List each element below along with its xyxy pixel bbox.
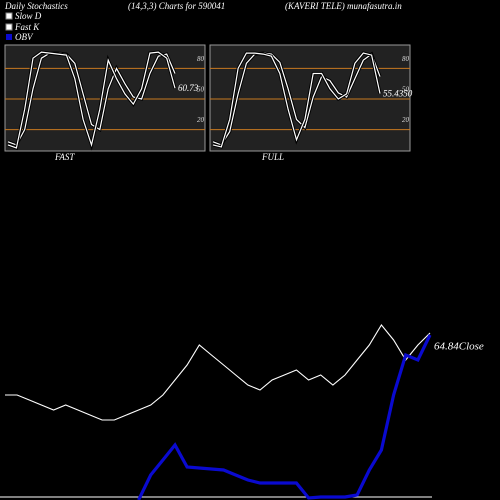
legend-swatch (6, 34, 12, 40)
y-tick-label: 50 (402, 86, 410, 94)
source: (KAVERI TELE) munafasutra.in (285, 1, 402, 11)
last-value: 60.73 (178, 83, 199, 93)
y-tick-label: 20 (197, 116, 205, 124)
legend-label: Fast K (14, 22, 40, 32)
title: Daily Stochastics (4, 1, 68, 11)
subtitle: (14,3,3) Charts for 590041 (128, 1, 225, 11)
legend-label: Slow D (15, 11, 42, 21)
y-tick-label: 80 (402, 55, 410, 63)
last-value: 55.4350 (383, 89, 413, 99)
stoch-line (212, 52, 381, 146)
obv-line (137, 334, 432, 500)
stoch-line (7, 51, 176, 149)
stoch-line (212, 52, 381, 148)
y-tick-label: 50 (197, 86, 205, 94)
panel-label: FAST (54, 152, 75, 162)
price-line (5, 324, 431, 421)
panel-label: FULL (261, 152, 284, 162)
legend-label: OBV (15, 32, 34, 42)
y-tick-label: 20 (402, 116, 410, 124)
legend-swatch (5, 12, 13, 20)
y-tick-label: 80 (197, 55, 205, 63)
stoch-line (7, 52, 176, 146)
legend-swatch (5, 23, 13, 31)
close-label: 64.84Close (434, 341, 484, 353)
